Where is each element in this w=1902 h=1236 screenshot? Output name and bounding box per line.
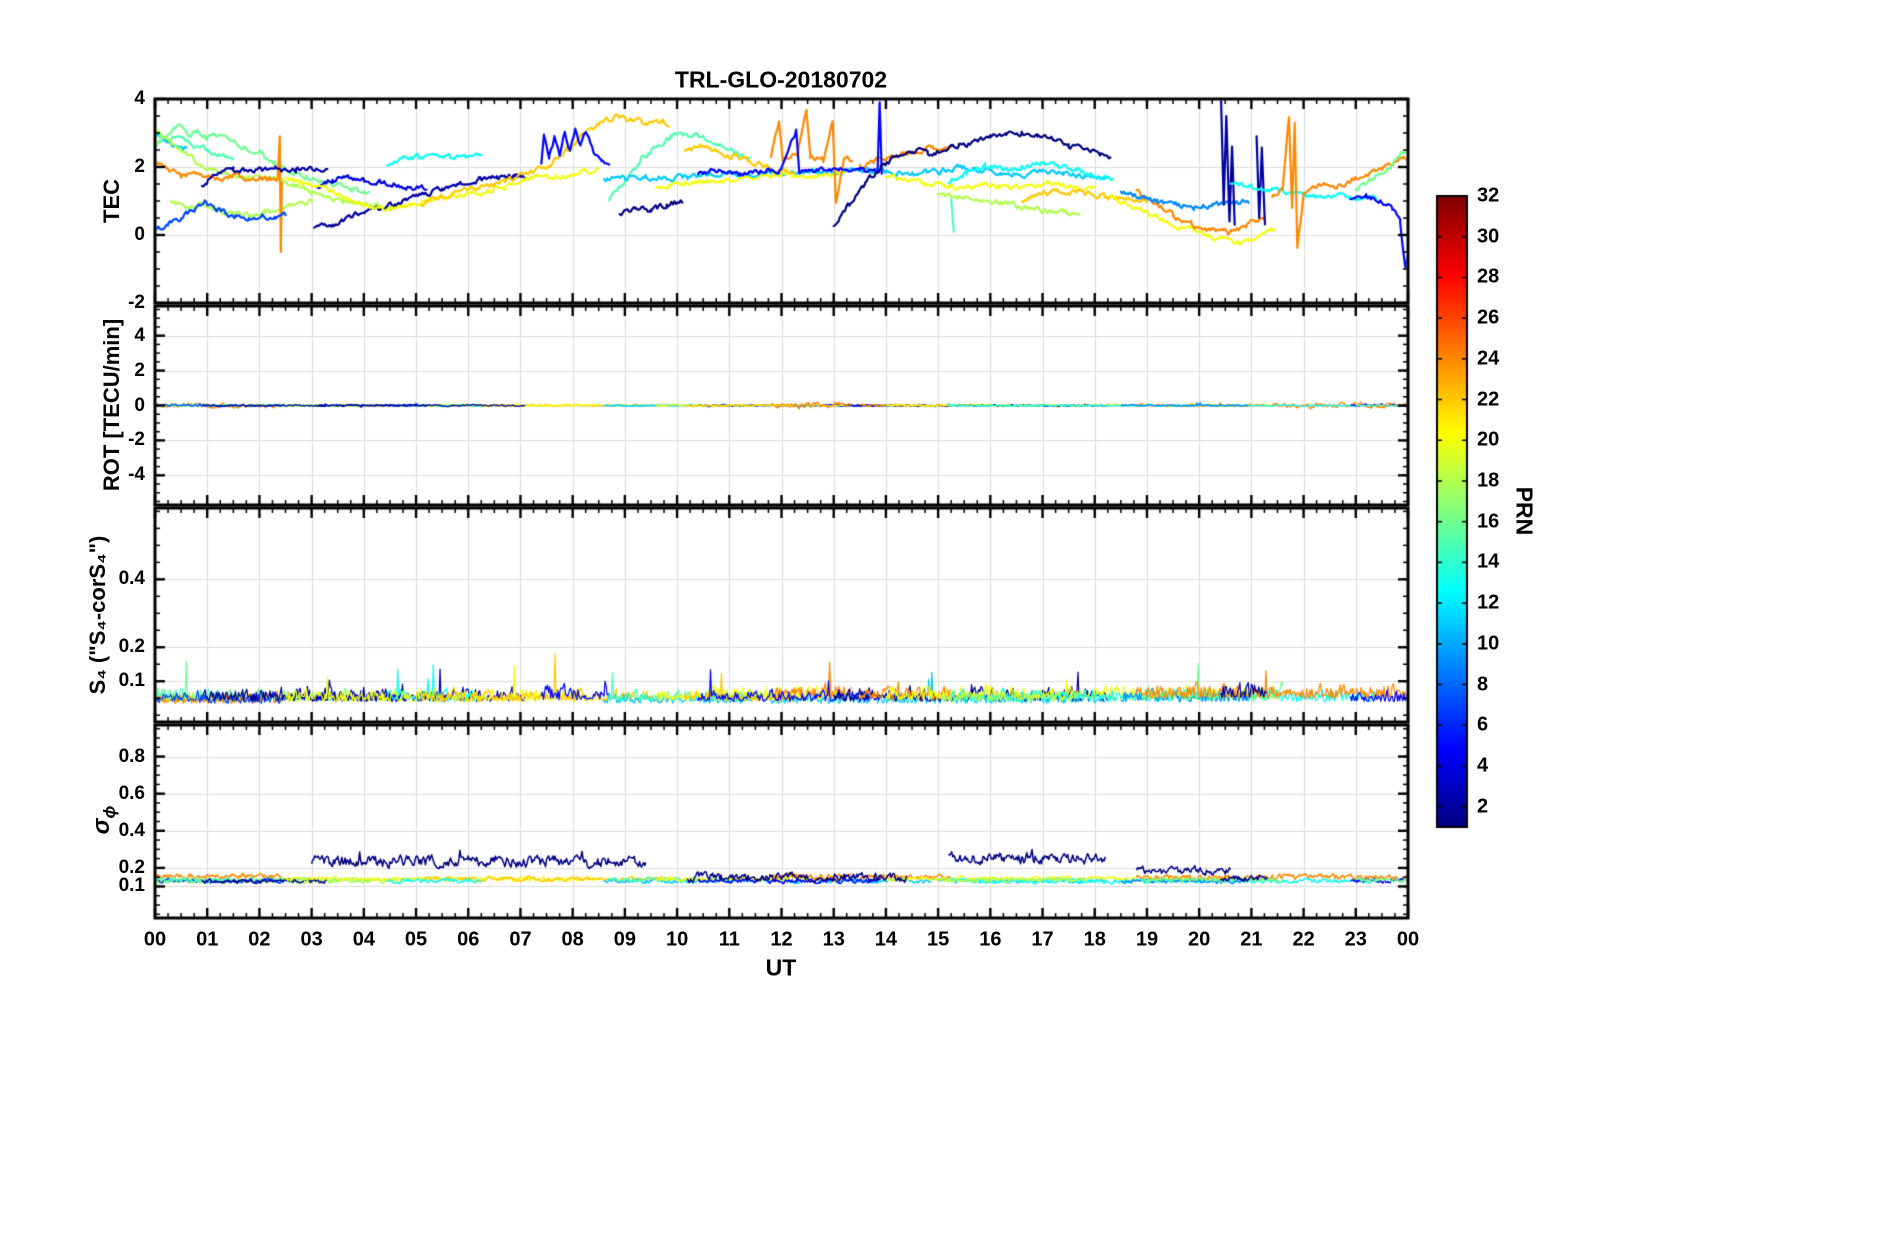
x-tick-label: 08 [561,928,584,951]
y-tick-label: 4 [134,324,145,346]
phi-subscript: ϕ [99,805,119,819]
x-tick-label: 17 [1031,928,1054,951]
colorbar-tick-label: 2 [1477,795,1489,818]
colorbar-tick-label: 4 [1477,754,1489,777]
x-tick-label: 16 [979,928,1002,951]
y-tick-label: -2 [128,429,145,451]
x-tick-label: 18 [1083,928,1106,951]
y-tick-label: 0.4 [118,819,145,841]
y-tick-label: 2 [134,359,145,381]
y-tick-label: 0.2 [118,856,145,878]
x-tick-label: 12 [770,928,793,951]
x-tick-label: 10 [665,928,689,951]
x-tick-label: 11 [718,928,740,951]
colorbar-tick-label: 8 [1477,673,1489,696]
y-tick-label: -4 [128,464,145,486]
colorbar-tick-label: 22 [1477,388,1500,411]
chart-title: TRL-GLO-20180702 [674,66,888,93]
colorbar-label: PRN [1511,486,1538,536]
colorbar-tick-label: 32 [1477,184,1500,207]
x-tick-label: 07 [509,928,532,951]
y-tick-label: 0 [134,224,145,245]
x-tick-label: 03 [300,928,323,951]
y-tick-label: 0.1 [118,875,145,897]
x-tick-label: 22 [1292,928,1315,951]
x-tick-label: 01 [196,928,219,951]
y-tick-label: 0.6 [118,782,145,804]
y-tick-label: 0.4 [118,568,145,590]
y-axis-label-tec: TEC [99,179,124,223]
y-tick-label: -2 [128,292,145,313]
colorbar-tick-label: 18 [1477,469,1500,492]
colorbar-tick-label: 12 [1477,591,1500,614]
x-tick-label: 06 [457,928,480,951]
colorbar-tick-label: 30 [1477,225,1500,248]
x-tick-label: 05 [404,928,428,951]
x-tick-label: 09 [613,928,636,951]
colorbar-tick-label: 16 [1477,510,1500,533]
y-tick-label: 2 [134,156,145,177]
y-tick-label: 0.8 [118,745,145,767]
x-tick-label: 20 [1188,928,1211,951]
x-tick-label: 04 [352,928,375,951]
y-tick-label: 4 [134,88,145,109]
x-axis-label: UT [765,954,797,981]
y-tick-label: 0 [134,394,145,416]
x-tick-label: 21 [1240,928,1263,951]
colorbar-tick-label: 6 [1477,713,1489,736]
x-tick-label: 15 [927,928,950,951]
x-tick-label: 02 [248,928,271,951]
x-tick-label: 23 [1344,928,1367,951]
colorbar-tick-label: 28 [1477,265,1500,288]
x-tick-label: 19 [1135,928,1159,951]
x-tick-label: 13 [822,928,845,951]
y-tick-label: 0.1 [118,670,145,692]
colorbar-tick-label: 24 [1477,347,1500,370]
y-tick-label: 0.2 [118,636,145,658]
x-tick-label: 00 [1396,928,1420,951]
colorbar-tick-label: 14 [1477,550,1500,573]
colorbar-tick-label: 20 [1477,428,1500,451]
colorbar-tick-label: 26 [1477,306,1500,329]
x-tick-label: 00 [143,928,167,951]
colorbar-tick-label: 10 [1477,632,1500,655]
x-tick-label: 14 [874,928,898,951]
